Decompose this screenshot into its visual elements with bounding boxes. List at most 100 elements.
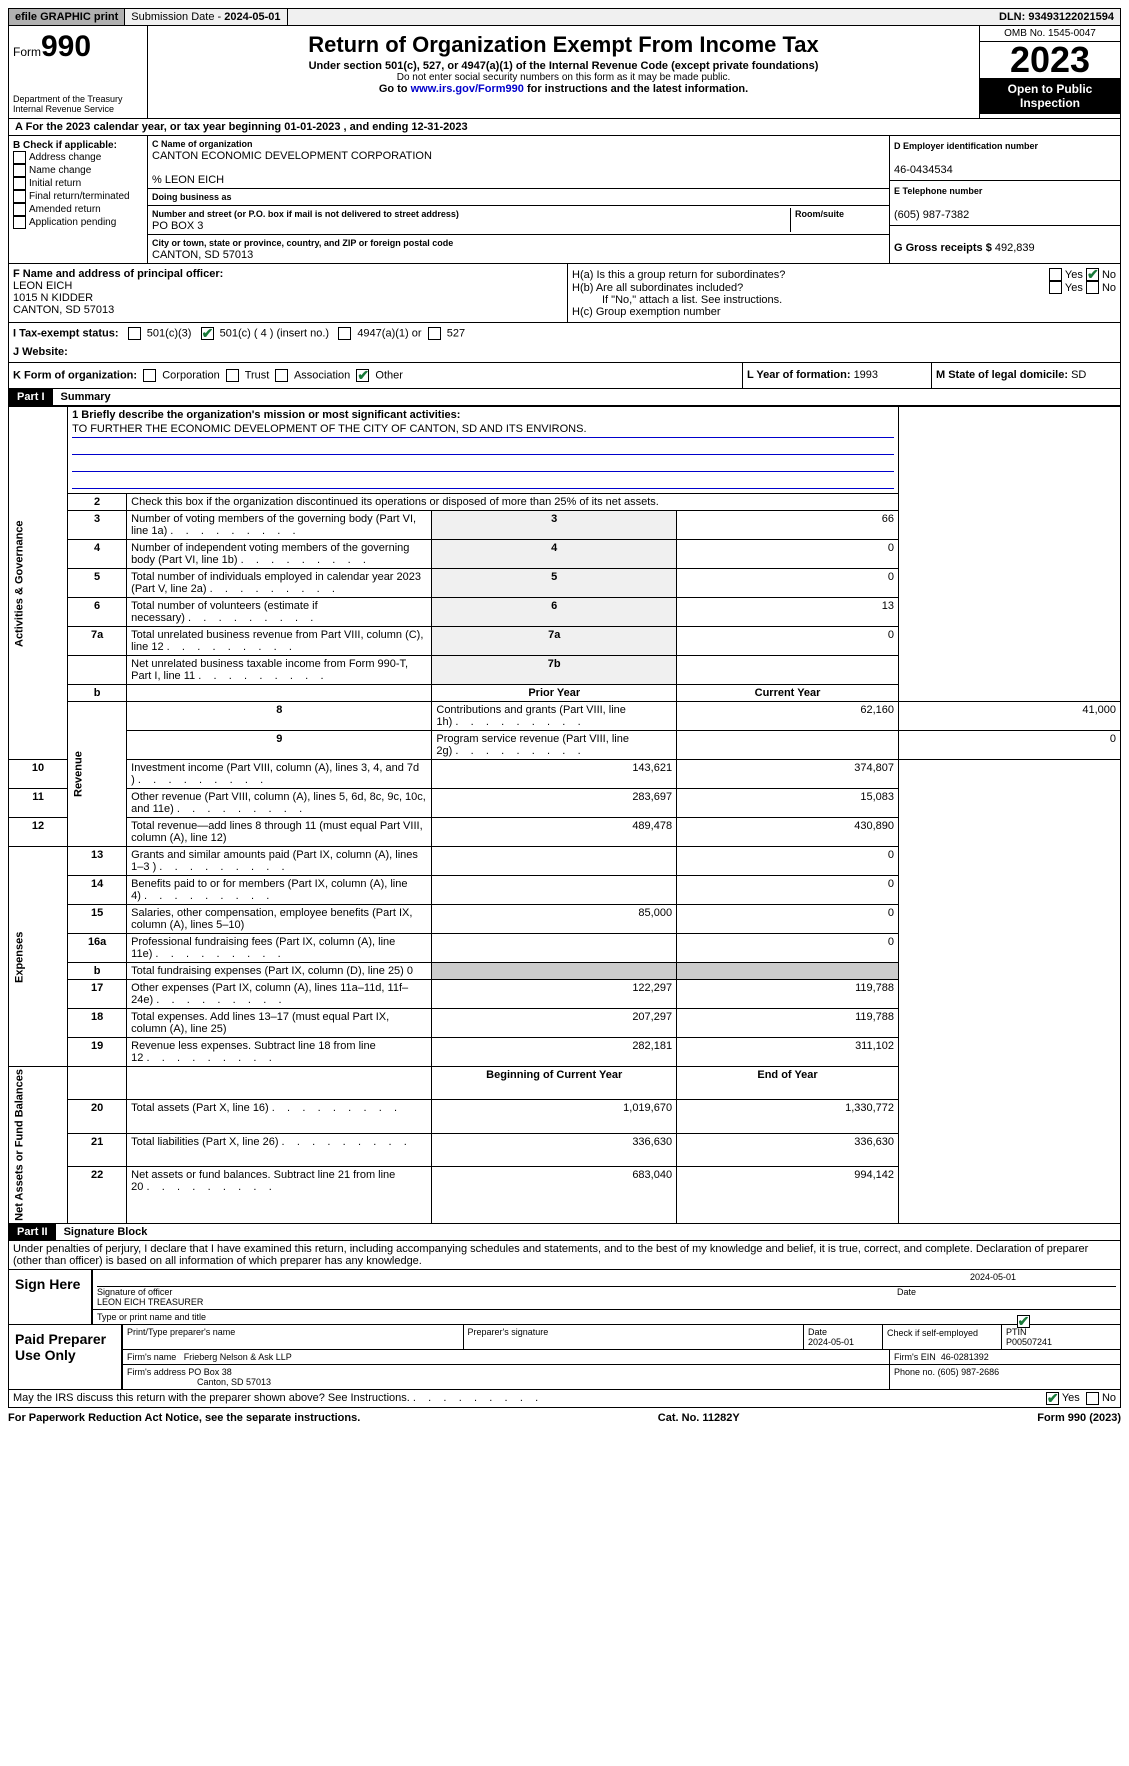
chk-ha-yes[interactable] <box>1049 268 1062 281</box>
chk-trust[interactable] <box>226 369 239 382</box>
discuss-with-preparer: May the IRS discuss this return with the… <box>8 1390 1121 1408</box>
chk-527[interactable] <box>428 327 441 340</box>
telephone: (605) 987-7382 <box>894 209 969 221</box>
line-22: Net assets or fund balances. Subtract li… <box>127 1166 432 1223</box>
ptin: P00507241 <box>1006 1337 1052 1347</box>
instructions-link-line: Go to www.irs.gov/Form990 for instructio… <box>152 83 975 95</box>
col-begin-year: Beginning of Current Year <box>432 1067 677 1100</box>
org-city: CANTON, SD 57013 <box>152 249 253 261</box>
chk-amended[interactable] <box>13 203 26 216</box>
firm-name: Frieberg Nelson & Ask LLP <box>184 1352 292 1362</box>
chk-hb-yes[interactable] <box>1049 281 1062 294</box>
paid-preparer-label: Paid Preparer Use Only <box>9 1325 122 1389</box>
chk-assoc[interactable] <box>275 369 288 382</box>
chk-initial-return[interactable] <box>13 177 26 190</box>
form-header: Form990 Department of the Treasury Inter… <box>8 26 1121 119</box>
box-c: C Name of organization CANTON ECONOMIC D… <box>148 136 889 263</box>
chk-ha-no[interactable] <box>1086 268 1099 281</box>
line-17: Other expenses (Part IX, column (A), lin… <box>127 980 432 1009</box>
org-street: PO BOX 3 <box>152 220 203 232</box>
line-20: Total assets (Part X, line 16) <box>127 1100 432 1133</box>
box-h: H(a) Is this a group return for subordin… <box>568 264 1120 322</box>
line-1-label: 1 Briefly describe the organization's mi… <box>72 409 460 421</box>
box-f: F Name and address of principal officer:… <box>9 264 568 322</box>
page-footer: For Paperwork Reduction Act Notice, see … <box>8 1408 1121 1424</box>
chk-hb-no[interactable] <box>1086 281 1099 294</box>
line-16b: Total fundraising expenses (Part IX, col… <box>127 963 432 980</box>
box-d-e-g: D Employer identification number 46-0434… <box>889 136 1120 263</box>
line-11: Other revenue (Part VIII, column (A), li… <box>127 789 432 818</box>
efile-button[interactable]: efile GRAPHIC print <box>9 9 125 25</box>
chk-corp[interactable] <box>143 369 156 382</box>
chk-app-pending[interactable] <box>13 216 26 229</box>
line-19: Revenue less expenses. Subtract line 18 … <box>127 1038 432 1067</box>
dept-treasury: Department of the Treasury <box>13 94 143 104</box>
perjury-statement: Under penalties of perjury, I declare th… <box>8 1241 1121 1270</box>
irs-link[interactable]: www.irs.gov/Form990 <box>411 83 524 95</box>
box-l: L Year of formation: 1993 <box>742 363 931 388</box>
officer-name: LEON EICH <box>13 280 72 292</box>
gross-receipts: 492,839 <box>995 242 1035 254</box>
chk-501c3[interactable] <box>128 327 141 340</box>
tax-year: 2023 <box>980 42 1120 78</box>
line-5: Total number of individuals employed in … <box>127 569 432 598</box>
chk-address-change[interactable] <box>13 151 26 164</box>
vlabel-activities: Activities & Governance <box>9 407 68 760</box>
line-12: Total revenue—add lines 8 through 11 (mu… <box>127 818 432 847</box>
vlabel-revenue: Revenue <box>68 702 127 847</box>
box-k: K Form of organization: Corporation Trus… <box>9 363 742 388</box>
firm-phone: (605) 987-2686 <box>938 1367 1000 1377</box>
line-4: Number of independent voting members of … <box>127 540 432 569</box>
box-i: I Tax-exempt status: 501(c)(3) 501(c) ( … <box>13 327 1116 340</box>
line-10: Investment income (Part VIII, column (A)… <box>127 760 432 789</box>
care-of: % LEON EICH <box>152 174 224 186</box>
line-16a: Professional fundraising fees (Part IX, … <box>127 934 432 963</box>
k-l-m-block: K Form of organization: Corporation Trus… <box>8 363 1121 389</box>
chk-name-change[interactable] <box>13 164 26 177</box>
f-h-block: F Name and address of principal officer:… <box>8 264 1121 323</box>
irs-label: Internal Revenue Service <box>13 104 143 114</box>
open-to-public: Open to Public Inspection <box>980 78 1120 114</box>
top-bar: efile GRAPHIC print Submission Date - 20… <box>8 8 1121 26</box>
line-6: Total number of volunteers (estimate if … <box>127 598 432 627</box>
chk-501c[interactable] <box>201 327 214 340</box>
submission-date: Submission Date - 2024-05-01 <box>125 9 287 25</box>
summary-table: Activities & Governance 1 Briefly descri… <box>8 406 1121 1224</box>
part-i-header: Part I Summary <box>8 389 1121 406</box>
form-subtitle: Under section 501(c), 527, or 4947(a)(1)… <box>152 60 975 72</box>
sign-here-label: Sign Here <box>9 1270 92 1324</box>
chk-discuss-no[interactable] <box>1086 1392 1099 1405</box>
line-18: Total expenses. Add lines 13–17 (must eq… <box>127 1009 432 1038</box>
box-m: M State of legal domicile: SD <box>931 363 1120 388</box>
form-number: Form990 <box>13 30 143 64</box>
mission-text: TO FURTHER THE ECONOMIC DEVELOPMENT OF T… <box>72 423 894 438</box>
chk-self-employed[interactable] <box>1017 1315 1030 1328</box>
ssn-note: Do not enter social security numbers on … <box>152 72 975 83</box>
line-14: Benefits paid to or for members (Part IX… <box>127 876 432 905</box>
line-13: Grants and similar amounts paid (Part IX… <box>127 847 432 876</box>
vlabel-expenses: Expenses <box>9 847 68 1067</box>
line-3: Number of voting members of the governin… <box>127 511 432 540</box>
chk-final-return[interactable] <box>13 190 26 203</box>
col-current-year: Current Year <box>677 685 899 702</box>
firm-ein: 46-0281392 <box>941 1352 989 1362</box>
line-9: Program service revenue (Part VIII, line… <box>432 731 677 760</box>
paid-preparer-block: Paid Preparer Use Only Print/Type prepar… <box>8 1325 1121 1390</box>
officer-signature-name: LEON EICH TREASURER <box>97 1297 203 1307</box>
chk-4947[interactable] <box>338 327 351 340</box>
chk-other[interactable] <box>356 369 369 382</box>
chk-discuss-yes[interactable] <box>1046 1392 1059 1405</box>
col-end-year: End of Year <box>677 1067 899 1100</box>
sign-here-block: Sign Here 2024-05-01 Signature of office… <box>8 1270 1121 1325</box>
ein: 46-0434534 <box>894 164 953 176</box>
line-a-tax-year: A For the 2023 calendar year, or tax yea… <box>8 119 1121 136</box>
i-j-block: I Tax-exempt status: 501(c)(3) 501(c) ( … <box>8 323 1121 363</box>
org-name: CANTON ECONOMIC DEVELOPMENT CORPORATION <box>152 150 432 162</box>
line-2: Check this box if the organization disco… <box>127 494 899 511</box>
identity-block: B Check if applicable: Address change Na… <box>8 136 1121 264</box>
line-21: Total liabilities (Part X, line 26) <box>127 1133 432 1166</box>
line-7b: Net unrelated business taxable income fr… <box>127 656 432 685</box>
form-title: Return of Organization Exempt From Incom… <box>152 32 975 58</box>
line-8: Contributions and grants (Part VIII, lin… <box>432 702 677 731</box>
line-15: Salaries, other compensation, employee b… <box>127 905 432 934</box>
